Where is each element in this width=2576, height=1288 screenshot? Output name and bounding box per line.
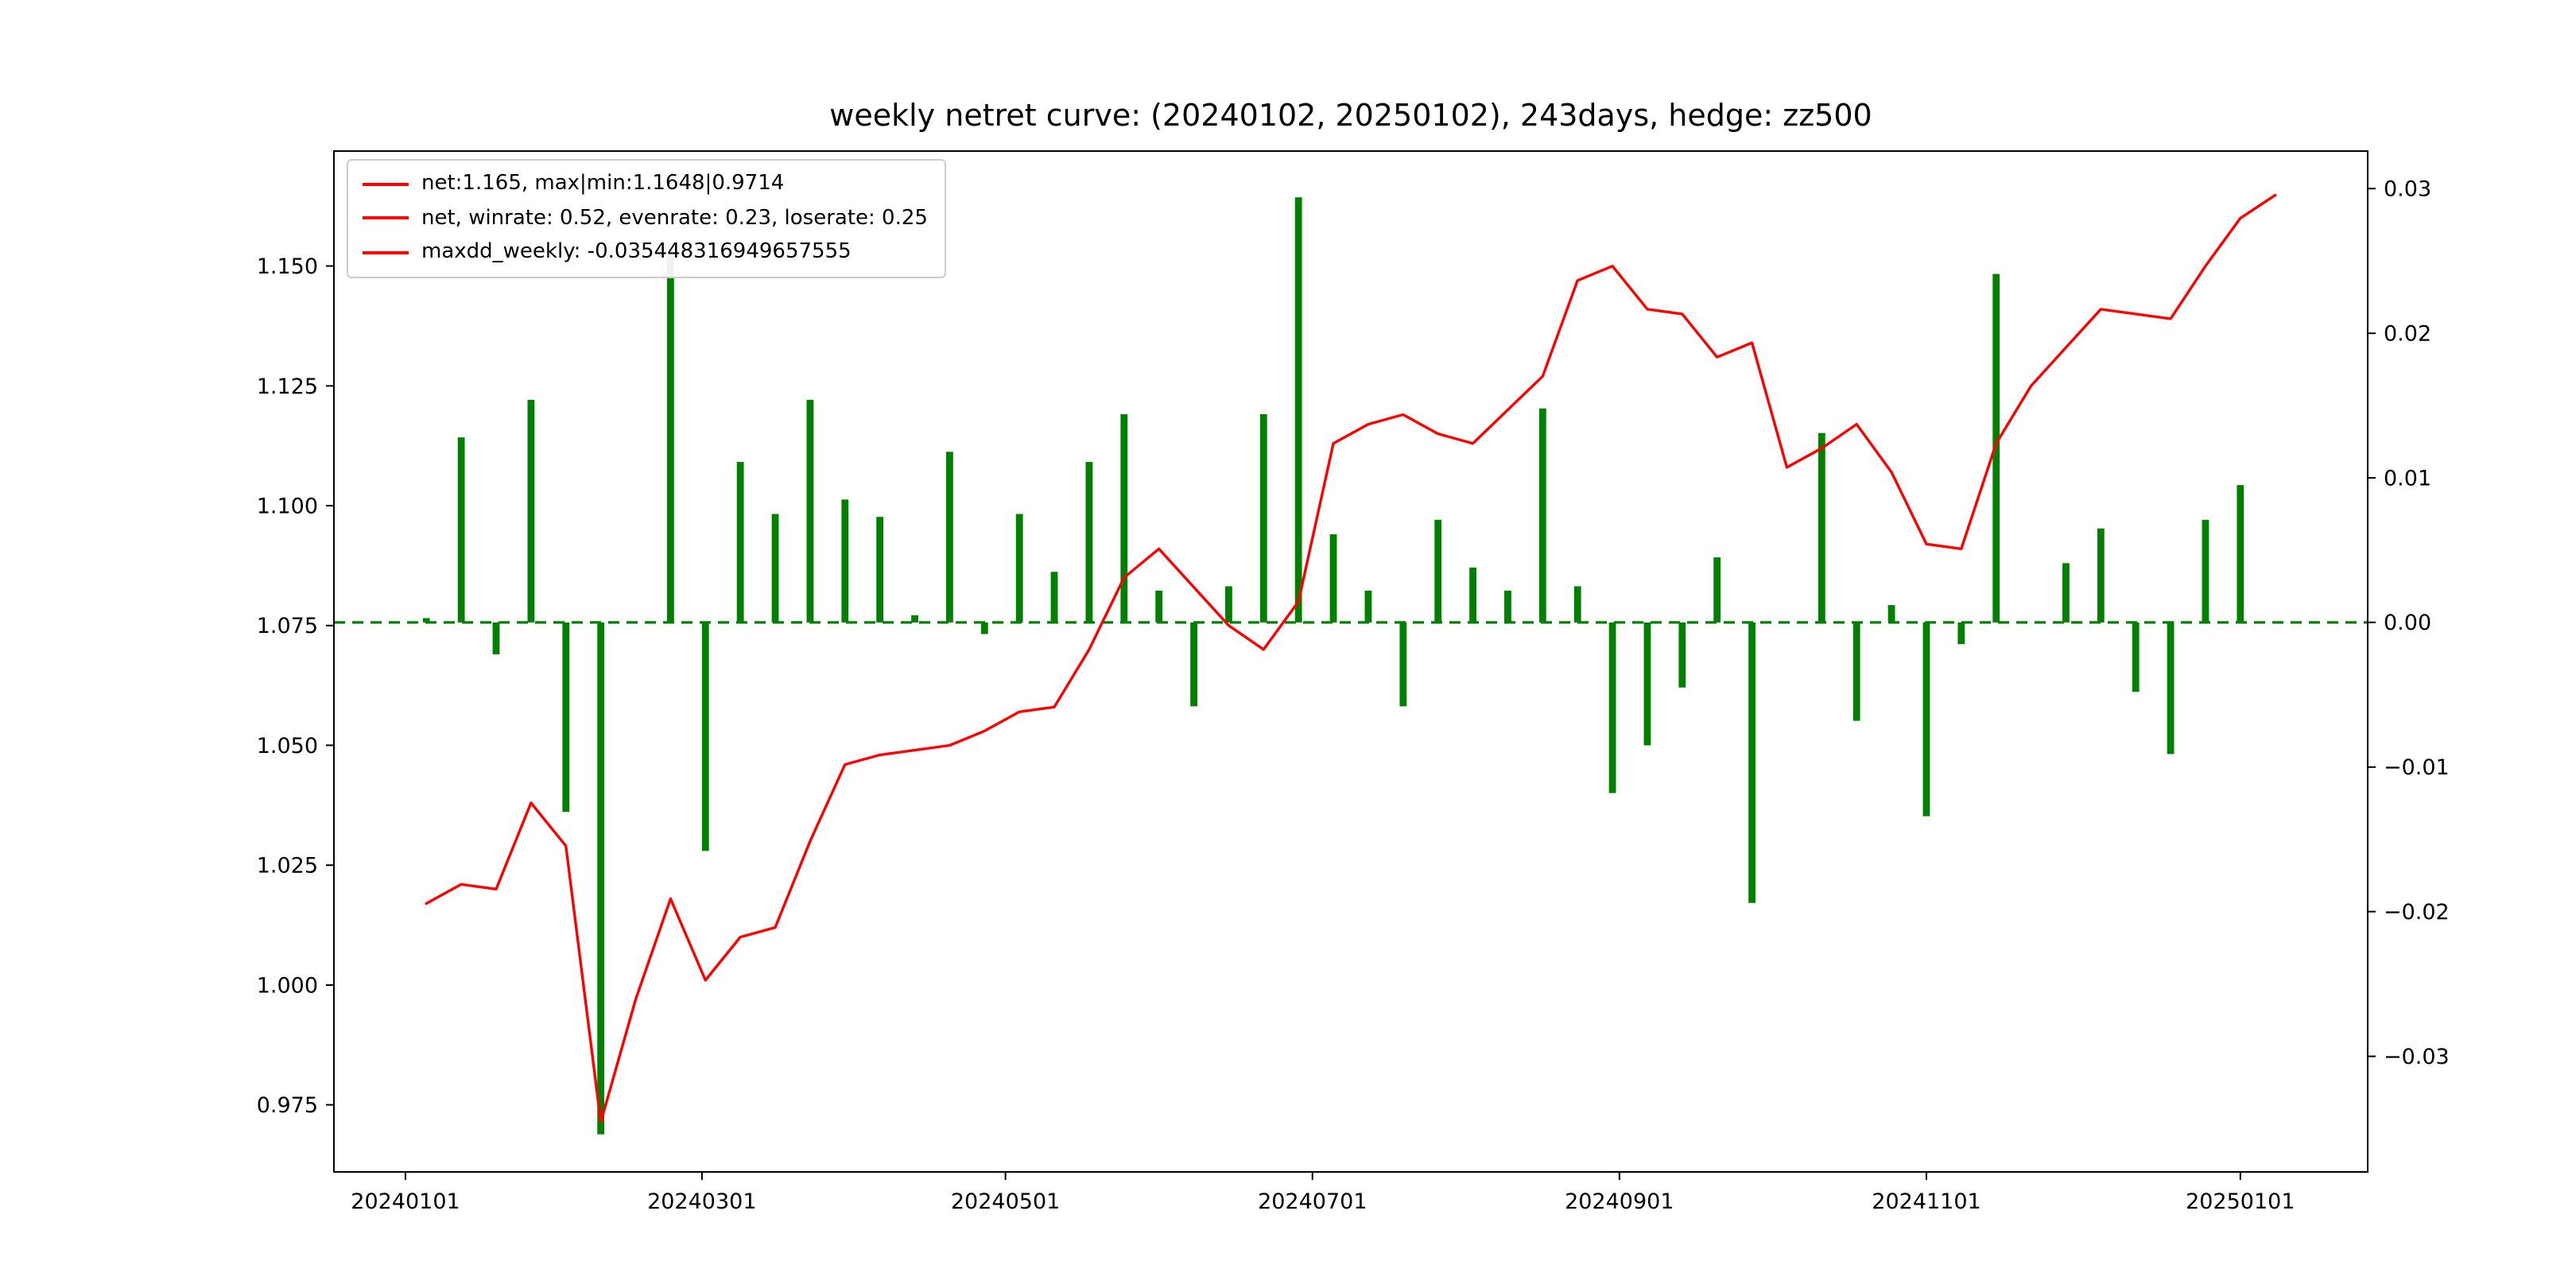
- weekly-return-bar: [1469, 567, 1476, 623]
- weekly-return-bar: [1434, 519, 1442, 623]
- weekly-return-bar: [806, 399, 814, 623]
- weekly-return-bar: [701, 622, 709, 852]
- y-tick-label-left: 1.100: [257, 494, 318, 518]
- weekly-return-bar: [527, 399, 535, 623]
- x-tick-label: 20240901: [1565, 1189, 1674, 1214]
- weekly-return-bar: [1364, 590, 1372, 623]
- weekly-return-bar: [562, 622, 570, 813]
- y-tick-label-left: 1.075: [257, 614, 318, 638]
- weekly-return-bar: [911, 615, 918, 623]
- weekly-return-bar: [1608, 622, 1616, 793]
- weekly-return-bar: [1887, 605, 1895, 623]
- x-tick-label: 20240101: [351, 1189, 460, 1214]
- y-tick-label-left: 0.975: [257, 1093, 318, 1118]
- weekly-return-bar: [1643, 622, 1651, 746]
- weekly-return-bar: [1050, 572, 1058, 623]
- weekly-return-bar: [1922, 622, 1930, 817]
- weekly-return-bar: [1399, 622, 1407, 707]
- weekly-return-bar: [1538, 408, 1546, 623]
- y-tick-label-left: 1.150: [257, 254, 318, 279]
- weekly-return-bar: [1120, 414, 1128, 623]
- weekly-return-bar: [1190, 622, 1197, 707]
- weekly-return-bar: [492, 622, 500, 654]
- y-tick-label-left: 1.050: [257, 734, 318, 758]
- legend-label-net: net:1.165, max|min:1.1648|0.9714: [421, 172, 785, 196]
- legend-label-maxdd: maxdd_weekly: -0.035448316949657555: [421, 240, 852, 265]
- legend-entry-maxdd: maxdd_weekly: -0.035448316949657555: [363, 239, 928, 266]
- y-tick-label-left: 1.025: [257, 854, 318, 879]
- y-tick-label-left: 1.125: [257, 374, 318, 399]
- weekly-return-bar: [1504, 590, 1511, 623]
- weekly-return-bar: [736, 462, 744, 623]
- y-tick-label-right: −0.02: [2384, 900, 2450, 925]
- weekly-return-bar: [422, 618, 430, 623]
- legend-line-swatch: [363, 182, 409, 186]
- legend-line-swatch: [363, 250, 409, 254]
- legend-entry-net: net:1.165, max|min:1.1648|0.9714: [363, 170, 928, 198]
- x-tick-label: 20240701: [1258, 1189, 1367, 1214]
- legend-label-winrate: net, winrate: 0.52, evenrate: 0.23, lose…: [421, 206, 928, 231]
- weekly-return-bar: [1992, 274, 2000, 623]
- weekly-return-bar: [2237, 485, 2244, 623]
- weekly-return-bar: [980, 622, 988, 634]
- y-tick-label-right: −0.03: [2384, 1045, 2450, 1069]
- x-tick-label: 20240501: [951, 1189, 1060, 1214]
- net-curve: [425, 193, 2277, 1123]
- weekly-return-bar: [1085, 462, 1093, 623]
- weekly-return-bar: [1015, 514, 1023, 623]
- weekly-return-bar: [1294, 197, 1302, 623]
- plot-border: [333, 150, 2368, 1173]
- y-tick-label-right: −0.01: [2384, 755, 2450, 780]
- weekly-return-bar: [1155, 590, 1163, 623]
- y-tick-label-right: 0.02: [2384, 322, 2431, 347]
- y-tick-label-right: 0.00: [2384, 611, 2431, 635]
- weekly-return-bar: [2202, 519, 2209, 623]
- weekly-return-bar: [597, 622, 605, 1135]
- weekly-return-bar: [2097, 528, 2105, 623]
- x-tick-label: 20241101: [1872, 1189, 1980, 1214]
- weekly-return-bar: [1678, 622, 1686, 688]
- weekly-return-bar: [667, 254, 674, 623]
- weekly-return-bar: [1329, 533, 1337, 623]
- weekly-return-bar: [1957, 622, 1965, 645]
- x-tick-label: 20240301: [647, 1189, 756, 1214]
- weekly-return-bar: [946, 452, 953, 623]
- weekly-return-bar: [2062, 563, 2070, 623]
- weekly-return-bar: [841, 499, 849, 623]
- weekly-return-bar: [1748, 622, 1755, 903]
- weekly-return-bar: [771, 514, 779, 623]
- legend-line-swatch: [363, 216, 409, 220]
- weekly-return-bar: [1573, 586, 1581, 623]
- y-tick-label-right: 0.03: [2384, 177, 2431, 202]
- legend: net:1.165, max|min:1.1648|0.9714 net, wi…: [347, 159, 947, 278]
- weekly-return-bar: [1259, 414, 1267, 623]
- chart-title: weekly netret curve: (20240102, 20250102…: [829, 99, 1872, 134]
- weekly-return-bar: [1852, 622, 1860, 721]
- legend-entry-winrate: net, winrate: 0.52, evenrate: 0.23, lose…: [363, 204, 928, 232]
- x-tick-label: 20250101: [2186, 1189, 2295, 1214]
- weekly-return-bar: [1713, 557, 1721, 623]
- y-tick-label-right: 0.01: [2384, 466, 2431, 491]
- weekly-return-bar: [2167, 622, 2174, 755]
- weekly-return-bar: [2132, 622, 2140, 692]
- weekly-return-bar: [1225, 586, 1232, 623]
- weekly-return-bar: [457, 437, 465, 623]
- weekly-return-bar: [876, 517, 884, 623]
- y-tick-label-left: 1.000: [257, 973, 318, 998]
- weekly-return-bar: [1818, 433, 1825, 623]
